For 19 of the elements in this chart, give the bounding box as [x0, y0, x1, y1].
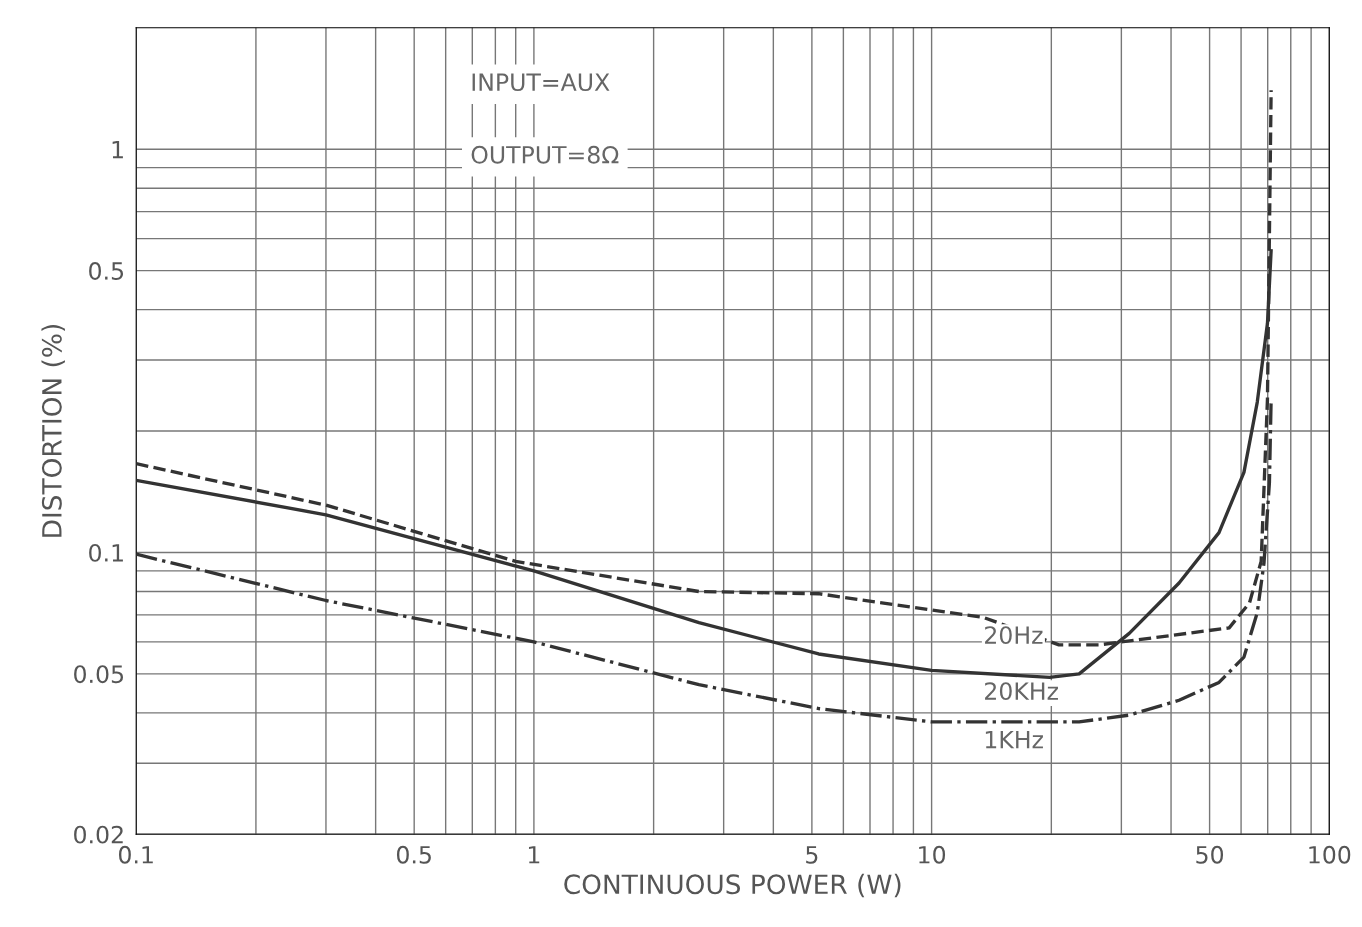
y-tick-label: 0.05 — [74, 665, 124, 684]
series-label: 20KHz — [985, 682, 1058, 701]
series-label: 1KHz — [985, 730, 1043, 749]
y-tick-label: 0.5 — [89, 262, 124, 280]
x-tick-label: 5 — [806, 846, 818, 864]
annotation: INPUT=AUX — [472, 73, 610, 92]
x-tick-label: 0.1 — [118, 845, 153, 864]
x-tick-label: 0.5 — [396, 845, 431, 864]
y-tick-label: 0.1 — [89, 543, 123, 562]
x-tick-label: 100 — [1309, 845, 1351, 864]
x-axis-title: CONTINUOUS POWER (W) — [564, 873, 901, 898]
y-tick-label: 1 — [112, 140, 123, 159]
annotation: OUTPUT=8Ω — [471, 145, 619, 164]
series-label: 20Hz — [985, 626, 1043, 645]
x-tick-label: 1 — [528, 846, 540, 864]
y-axis-title: DISTORTION (%) — [41, 325, 65, 537]
x-tick-label: 10 — [919, 845, 946, 864]
y-tick-label: 0.02 — [74, 825, 123, 844]
x-tick-label: 50 — [1196, 845, 1224, 864]
